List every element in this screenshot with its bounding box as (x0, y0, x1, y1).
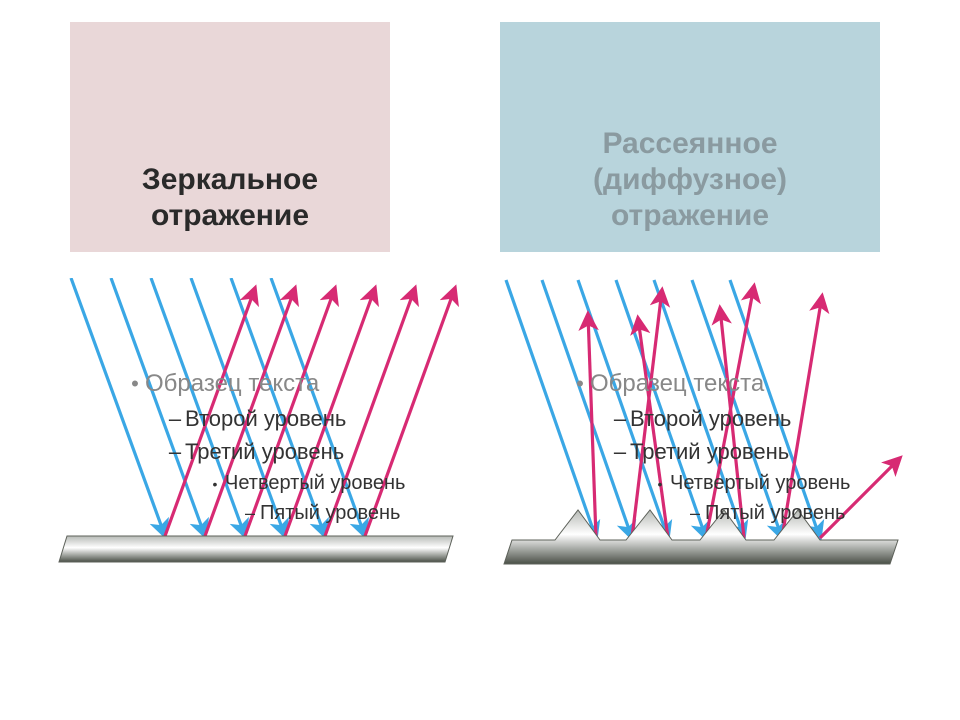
bullet-marker: – (240, 500, 260, 527)
bullet-marker: • (650, 474, 670, 495)
title-text-diffuse: Рассеянное(диффузное)отражение (593, 126, 787, 234)
bullet-text: Четвертый уровень (225, 468, 405, 498)
title-text-specular: Зеркальноеотражение (142, 162, 318, 234)
bullet-text: Второй уровень (630, 402, 791, 435)
title-line: Рассеянное (593, 126, 787, 162)
title-line: отражение (593, 198, 787, 234)
bullet-level-2: –Второй уровень (610, 402, 910, 435)
bullet-level-3: –Третий уровень (610, 435, 910, 468)
bullet-text: Третий уровень (185, 435, 344, 468)
surface (59, 536, 453, 562)
bullet-level-5: –Пятый уровень (240, 498, 465, 528)
bullet-level-4: •Четвертый уровень (650, 468, 910, 498)
bullet-text: Пятый уровень (705, 498, 845, 528)
diagram-diffuse: •Образец текста–Второй уровень–Третий ур… (500, 278, 910, 588)
title-line: Зеркальное (142, 162, 318, 198)
title-line: (диффузное) (593, 162, 787, 198)
bullet-marker: – (685, 500, 705, 527)
bullet-marker: • (125, 367, 145, 400)
bullet-marker: • (570, 367, 590, 400)
diagram-specular: •Образец текста–Второй уровень–Третий ур… (55, 278, 465, 588)
bullet-text: Третий уровень (630, 435, 789, 468)
title-box-specular: Зеркальноеотражение (70, 22, 390, 252)
bullet-level-5: –Пятый уровень (685, 498, 910, 528)
bullet-text: Второй уровень (185, 402, 346, 435)
bullet-marker: – (610, 402, 630, 435)
bullet-marker: – (165, 402, 185, 435)
bullet-level-2: –Второй уровень (165, 402, 465, 435)
bullet-list-left: •Образец текста–Второй уровень–Третий ур… (55, 366, 465, 528)
bullet-text: Пятый уровень (260, 498, 400, 528)
bullet-level-4: •Четвертый уровень (205, 468, 465, 498)
bullet-level-3: –Третий уровень (165, 435, 465, 468)
bullet-list-right: •Образец текста–Второй уровень–Третий ур… (500, 366, 910, 528)
bullet-marker: – (610, 435, 630, 468)
bullet-marker: • (205, 474, 225, 495)
title-box-diffuse: Рассеянное(диффузное)отражение (500, 22, 880, 252)
bullet-text: Образец текста (590, 366, 764, 402)
bullet-level-1: •Образец текста (125, 366, 465, 402)
bullet-text: Образец текста (145, 366, 319, 402)
bullet-marker: – (165, 435, 185, 468)
slide-root: Зеркальноеотражение Рассеянное(диффузное… (0, 0, 960, 720)
bullet-text: Четвертый уровень (670, 468, 850, 498)
title-line: отражение (142, 198, 318, 234)
bullet-level-1: •Образец текста (570, 366, 910, 402)
